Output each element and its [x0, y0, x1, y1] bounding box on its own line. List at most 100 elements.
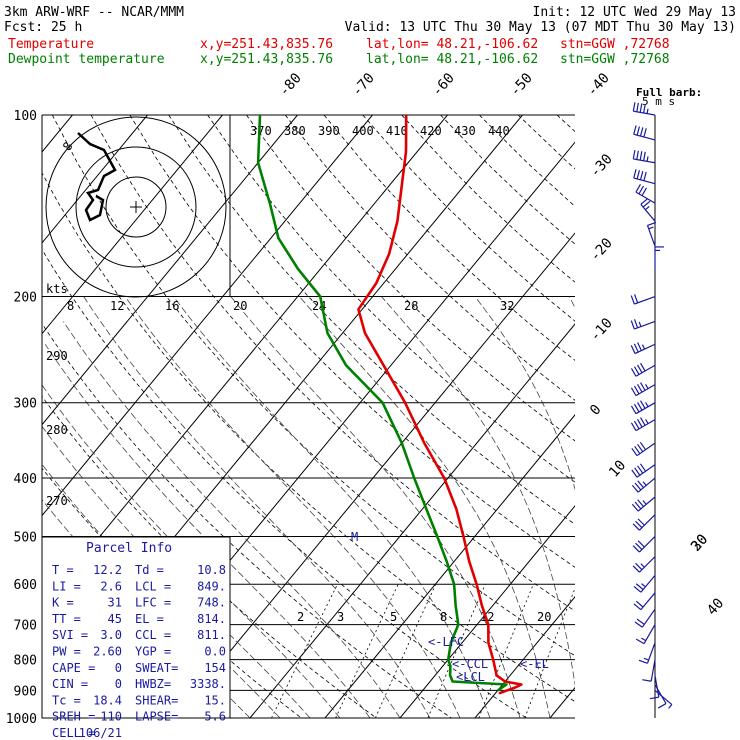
wind-barb — [630, 400, 656, 415]
wind-barb — [654, 684, 667, 709]
moist-adiabat — [42, 463, 281, 718]
parcel-field-label: SREH = — [52, 710, 95, 724]
legend-dewpoint-xy: x,y=251.43,835.76 — [200, 52, 333, 67]
dewpoint-line — [256, 115, 508, 692]
dry-adiabat — [712, 115, 740, 718]
dry-adiabat — [440, 115, 575, 245]
temperature-point — [468, 560, 470, 563]
wind-barb — [630, 294, 656, 305]
legend-dewpoint-stn: stn=GGW ,72768 — [560, 52, 670, 67]
parcel-field-label: HWBZ= — [135, 677, 171, 691]
parcel-field-label: T = — [52, 563, 74, 577]
wind-barb — [654, 246, 664, 269]
temperature-point — [462, 535, 465, 538]
isotherm-label: -50 — [507, 70, 536, 100]
hodograph-kts-label: kts — [46, 282, 68, 296]
hodograph-speed-tick: 16 — [165, 299, 179, 313]
wind-barb — [630, 382, 656, 397]
dewpoint-point — [457, 624, 459, 626]
dewpoint-point — [425, 508, 427, 510]
dewpoint-point — [497, 689, 499, 692]
dewpoint-point — [452, 680, 454, 683]
isotherm-label: 30 — [688, 531, 711, 554]
wind-barb — [640, 198, 656, 222]
parcel-field-label: SHEAR= — [135, 693, 178, 707]
legend-dewpoint-label: Dewpoint temperature — [8, 52, 165, 67]
wind-barb — [632, 536, 656, 553]
wind-barb — [634, 608, 656, 628]
dewpoint-point — [505, 683, 507, 686]
isotherm — [42, 115, 148, 244]
dry-adiabat — [673, 115, 740, 718]
isotherm — [42, 115, 448, 608]
parcel-field-value: 2.60 — [93, 645, 122, 659]
mixing-ratio-line — [524, 587, 575, 718]
theta-e-label: 370 — [250, 124, 272, 138]
parcel-field-value: 849. — [197, 579, 226, 593]
wind-barbs — [630, 102, 673, 718]
dewpoint-point — [297, 268, 299, 270]
theta-e-label: 380 — [284, 124, 306, 138]
isotherm-label: -70 — [349, 70, 378, 100]
isotherm-label: -80 — [276, 70, 305, 100]
lfc-marker: <-LFC — [428, 635, 464, 649]
dry-adiabat — [517, 115, 575, 170]
parcel-field-value: 45 — [108, 612, 122, 626]
wind-barb — [633, 592, 656, 611]
wind-barb — [631, 441, 656, 457]
pressure-tick-label: 600 — [14, 578, 37, 593]
isotherm — [249, 323, 575, 718]
dewpoint-point — [345, 364, 347, 366]
temperature-point — [496, 674, 498, 677]
m-marker: M — [351, 530, 358, 544]
wind-barb — [635, 184, 656, 204]
dewpoint-point — [449, 665, 451, 667]
wind-barb — [630, 319, 656, 330]
isotherm — [700, 115, 740, 718]
parcel-field-value: 2.6 — [100, 579, 122, 593]
moist-adiabat — [569, 296, 575, 309]
parcel-field-label: YGP = — [135, 645, 171, 659]
el-marker: <-EL — [520, 657, 549, 671]
moist-adiabat — [651, 297, 672, 719]
wind-barb — [633, 169, 656, 185]
parcel-field-label: EL = — [135, 612, 164, 626]
parcel-field-label: CELL = — [52, 726, 95, 740]
isotherm-label: -10 — [587, 315, 616, 345]
parcel-field-value: 31 — [108, 596, 122, 610]
hodograph-speed-tick: 8 — [67, 299, 74, 313]
wind-barb — [630, 417, 656, 432]
wind-barb — [630, 362, 656, 377]
dewpoint-point — [401, 442, 403, 444]
dry-adiabat — [168, 115, 575, 525]
temperature-point — [396, 220, 398, 222]
parcel-field-value: 0 — [115, 677, 122, 691]
wind-barb — [632, 102, 656, 116]
theta-e-label: 430 — [454, 124, 476, 138]
pressure-tick-label: 100 — [14, 109, 37, 124]
parcel-field-value: 154 — [204, 661, 226, 675]
lcl-marker: <LCL — [456, 670, 485, 684]
theta-e-label: 420 — [420, 124, 442, 138]
temperature-point — [504, 680, 506, 683]
theta-e-label: 400 — [352, 124, 374, 138]
dry-adiabat — [556, 115, 575, 133]
parcel-field-value: 15. — [204, 693, 226, 707]
mixing-ratio-line — [335, 584, 399, 718]
dry-adiabat — [246, 115, 575, 442]
temperature-point — [375, 282, 377, 284]
parcel-field-label: LFC = — [135, 596, 171, 610]
parcel-field-label: LCL = — [135, 579, 171, 593]
parcel-field-label: CAPE = — [52, 661, 95, 675]
dry-adiabat — [401, 115, 575, 283]
theta-e-label: 410 — [386, 124, 408, 138]
legend-temperature-xy: x,y=251.43,835.76 — [200, 37, 333, 52]
dewpoint-point — [269, 202, 271, 204]
hodograph: 8 kts — [45, 115, 231, 298]
temperature-point — [364, 332, 366, 334]
parcel-field-value: 18.4 — [93, 693, 122, 707]
wind-barb — [642, 659, 656, 682]
dry-adiabat — [51, 115, 575, 657]
dry-adiabat — [207, 115, 575, 483]
